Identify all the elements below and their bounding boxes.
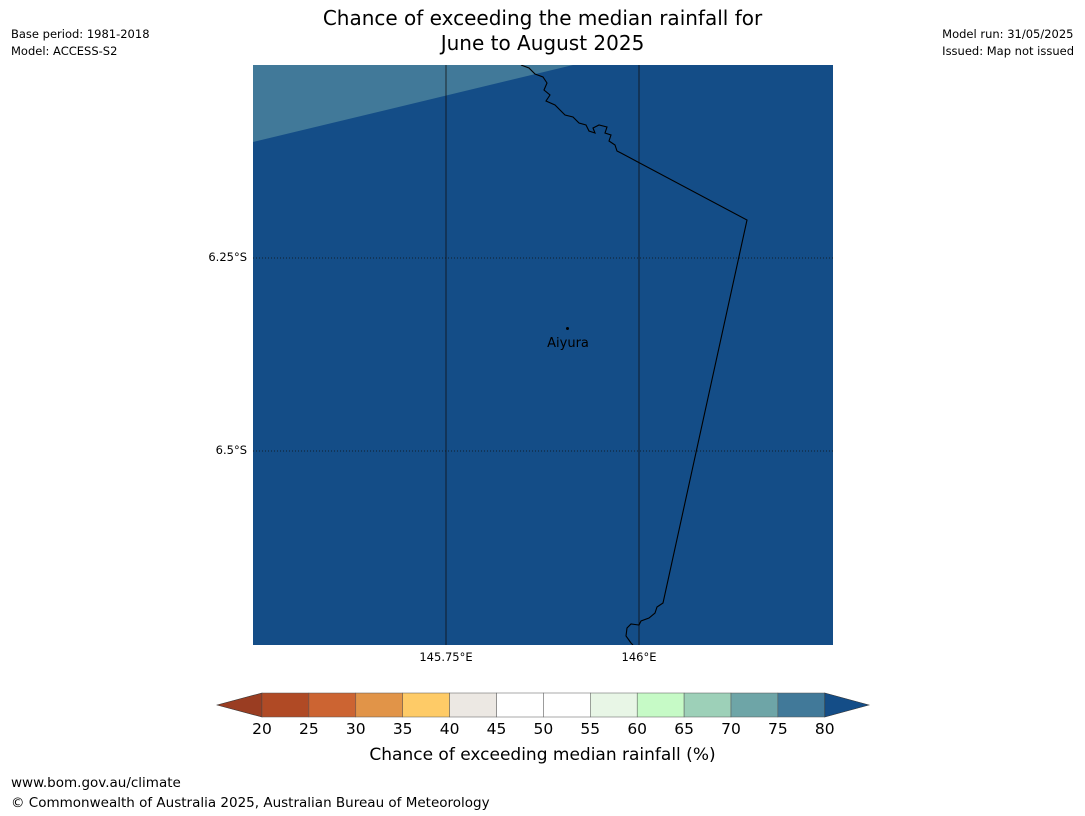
colorbar-under-arrow — [216, 692, 263, 718]
colorbar-label: Chance of exceeding median rainfall (%) — [369, 745, 716, 765]
colorbar-tick-label: 55 — [580, 720, 601, 738]
colorbar-segments — [216, 692, 870, 718]
model-name: Model: ACCESS-S2 — [11, 44, 118, 58]
lon-label-145-75: 145.75°E — [419, 650, 473, 664]
colorbar-segment — [683, 692, 732, 718]
colorbar-segment — [730, 692, 779, 718]
colorbar-tick-label: 25 — [299, 720, 319, 738]
colorbar-segment — [308, 692, 357, 718]
colorbar-over-arrow — [824, 692, 870, 718]
issued-status: Issued: Map not issued — [942, 44, 1074, 58]
colorbar-segment — [402, 692, 450, 718]
meta-left: Base period: 1981-2018 Model: ACCESS-S2 — [11, 26, 150, 60]
colorbar-tick-label: 40 — [439, 720, 460, 738]
place-marker-aiyura[interactable] — [566, 327, 569, 330]
province-border — [520, 65, 748, 645]
colorbar-tick-label: 75 — [768, 720, 788, 738]
colorbar-segment — [261, 692, 310, 718]
map-canvas — [253, 65, 833, 645]
colorbar-segment — [449, 692, 497, 718]
title-line-2: June to August 2025 — [440, 31, 645, 55]
title-line-1: Chance of exceeding the median rainfall … — [322, 6, 763, 30]
base-period: Base period: 1981-2018 — [11, 27, 150, 41]
meta-right: Model run: 31/05/2025 Issued: Map not is… — [942, 26, 1074, 60]
colorbar-segment — [777, 692, 826, 718]
footer-copyright: © Commonwealth of Australia 2025, Austra… — [11, 795, 490, 811]
colorbar-tick-label: 20 — [252, 720, 272, 738]
colorbar-tick-label: 45 — [486, 720, 507, 738]
colorbar-tick-label: 65 — [674, 720, 694, 738]
colorbar-segment — [355, 692, 403, 718]
forecast-map[interactable] — [253, 65, 833, 645]
map-title: Chance of exceeding the median rainfall … — [0, 6, 1085, 56]
colorbar-segment — [496, 692, 544, 718]
colorbar-tick-label: 35 — [392, 720, 413, 738]
place-label-aiyura: Aiyura — [547, 336, 589, 351]
footer-url[interactable]: www.bom.gov.au/climate — [11, 775, 181, 791]
colorbar-segment — [543, 692, 591, 718]
lon-label-146: 146°E — [621, 650, 657, 664]
colorbar-segment — [590, 692, 638, 718]
probability-region-75-80 — [253, 65, 573, 142]
model-run: Model run: 31/05/2025 — [942, 27, 1074, 41]
colorbar-segment — [636, 692, 685, 718]
colorbar-tick-label: 70 — [721, 720, 741, 738]
colorbar-tick-label: 60 — [627, 720, 648, 738]
colorbar-tick-label: 80 — [814, 720, 835, 738]
colorbar — [216, 692, 870, 718]
colorbar-tick-label: 30 — [345, 720, 366, 738]
colorbar-tick-label: 50 — [533, 720, 554, 738]
lat-label-6-5: 6.5°S — [215, 443, 247, 457]
lat-label-6-25: 6.25°S — [208, 250, 247, 264]
